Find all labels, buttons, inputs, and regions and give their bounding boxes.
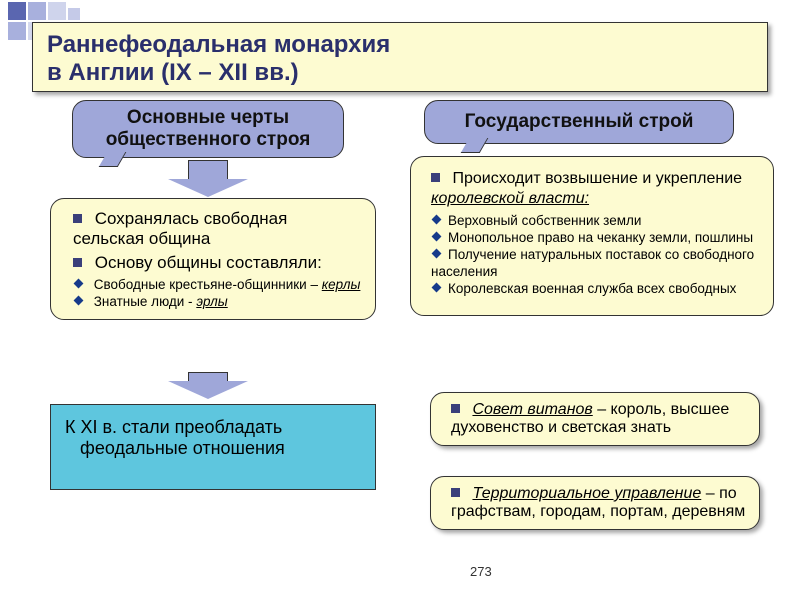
- right-callout: Государственный строй: [424, 100, 734, 144]
- left-b1: Сохранялась свободная сельская община: [73, 209, 361, 249]
- conclusion-box: К XI в. стали преобладать феодальные отн…: [50, 404, 376, 490]
- right-content-box: Происходит возвышение и укрепление корол…: [410, 156, 774, 316]
- slide-title-box: Раннефеодальная монархия в Англии (IX – …: [32, 22, 768, 92]
- right-d2: Монопольное право на чеканку земли, пошл…: [431, 230, 759, 247]
- title-line-2: в Англии (IX – XII вв.): [47, 59, 299, 86]
- right-sub-box-1: Совет витанов – король, высшее духовенст…: [430, 392, 760, 446]
- left-b2: Основу общины составляли:: [73, 253, 361, 273]
- title-line-1: Раннефеодальная монархия: [47, 31, 390, 58]
- right-b1: Происходит возвышение и укрепление корол…: [431, 169, 759, 209]
- right-callout-text: Государственный строй: [465, 111, 694, 132]
- blue-l2: феодальные отношения: [80, 438, 285, 458]
- right-sub-box-2: Территориальное управление – по графства…: [430, 476, 760, 530]
- left-callout-l1: Основные черты: [127, 107, 289, 128]
- right-d3: Получение натуральных поставок со свобод…: [431, 247, 759, 281]
- page-number: 273: [470, 564, 492, 579]
- blue-l1: К XI в. стали преобладать: [65, 417, 282, 437]
- right-d1: Верховный собственник земли: [431, 213, 759, 230]
- arrow-down-icon-2: [168, 372, 248, 399]
- left-callout: Основные черты общественного строя: [72, 100, 344, 158]
- arrow-down-icon: [168, 160, 248, 197]
- left-d2: Знатные люди - эрлы: [73, 294, 361, 309]
- left-callout-l2: общественного строя: [106, 129, 311, 150]
- right-d4: Королевская военная служба всех свободны…: [431, 281, 759, 298]
- left-d1: Свободные крестьяне-общинники – керлы: [73, 277, 361, 292]
- left-content-box: Сохранялась свободная сельская община Ос…: [50, 198, 376, 320]
